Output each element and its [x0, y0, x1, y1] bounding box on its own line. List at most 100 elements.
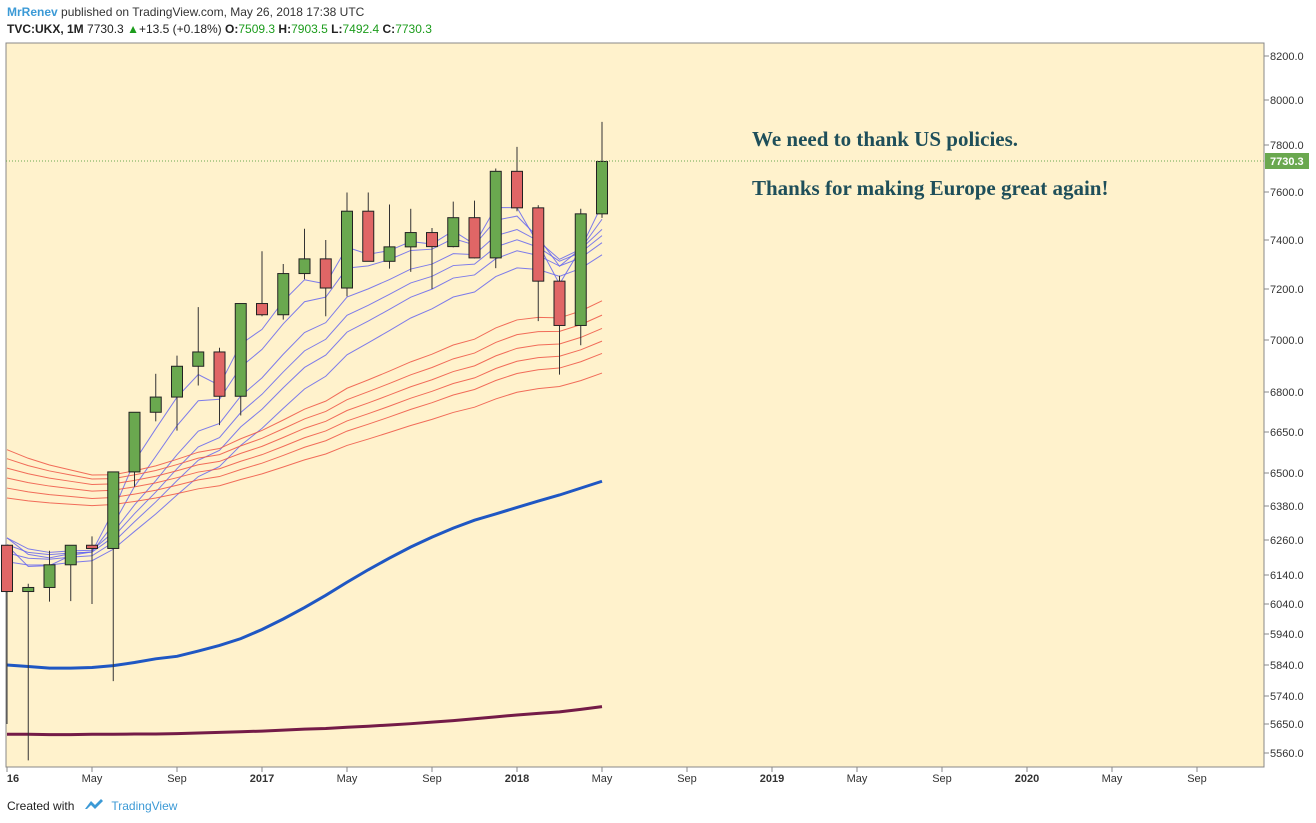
open-label: O: [225, 22, 239, 36]
last-price-tag [1265, 153, 1309, 169]
candle-body[interactable] [383, 246, 396, 262]
red-ma-line [6, 372, 603, 507]
high-label: H: [278, 22, 292, 36]
candle-body[interactable] [149, 396, 162, 413]
y-tick-label: 6650.0 [1270, 427, 1304, 439]
y-tick-label: 6380.0 [1270, 501, 1304, 513]
x-tick-label: 2019 [760, 773, 784, 785]
candle-body[interactable] [43, 564, 56, 588]
y-tick-label: 8200.0 [1270, 51, 1304, 63]
red-ma-line [6, 314, 603, 480]
candle-body[interactable] [362, 210, 375, 262]
candle-body[interactable] [404, 232, 417, 248]
y-tick-label: 8000.0 [1270, 95, 1304, 107]
candle-body[interactable] [574, 213, 587, 326]
y-tick-label: 5940.0 [1270, 629, 1304, 641]
candle-body[interactable] [553, 280, 566, 326]
up-arrow-icon: ▲ [127, 22, 139, 36]
candle-body[interactable] [171, 365, 183, 398]
candle-body[interactable] [107, 471, 120, 549]
last-price-tag-text: 7730.3 [1270, 156, 1304, 168]
tradingview-logo-icon [83, 797, 105, 814]
y-tick-label: 6040.0 [1270, 599, 1304, 611]
blue-ma-line [6, 254, 603, 566]
candle-body[interactable] [256, 303, 268, 316]
y-tick-label: 5740.0 [1270, 691, 1304, 703]
y-tick-label: 5840.0 [1270, 660, 1304, 672]
candle-body[interactable] [128, 411, 141, 473]
close-label: C: [382, 22, 396, 36]
candle-body[interactable] [596, 160, 608, 215]
footer: Created with TradingView [7, 797, 177, 814]
candle-body[interactable] [298, 258, 311, 275]
candle-body[interactable] [192, 351, 205, 367]
x-tick-label: Sep [677, 773, 697, 785]
candle-body[interactable] [532, 207, 545, 282]
blue-ma-line [6, 228, 603, 553]
red-ma-line [6, 353, 603, 500]
long-moving-averages [6, 479, 603, 737]
candle-body[interactable] [213, 351, 226, 397]
change-value: +13.5 (+0.18%) [138, 22, 222, 36]
x-tick-label: May [337, 773, 358, 785]
x-tick-label: Sep [167, 773, 187, 785]
blue-ma-line [6, 235, 603, 556]
candle-body[interactable] [22, 586, 35, 593]
y-tick-label: 7200.0 [1270, 284, 1304, 296]
open-value: 7509.3 [238, 22, 276, 36]
candle-body[interactable] [468, 217, 481, 259]
y-tick-label: 6800.0 [1270, 387, 1304, 399]
close-value: 7730.3 [395, 22, 432, 36]
red-ma-line [6, 327, 603, 486]
publish-info: MrRenev published on TradingView.com, Ma… [7, 5, 364, 19]
symbol-label: TVC:UKX, 1M [7, 22, 84, 36]
thick-ma-line [7, 705, 603, 737]
low-value: 7492.4 [342, 22, 380, 36]
time-axis: 16 May Sep 2017 May Sep 2018 May Sep 2019 May Sep 20… [6, 767, 1207, 785]
created-with-text: Created with [7, 798, 75, 813]
low-label: L: [331, 22, 343, 36]
y-tick-label: 7000.0 [1270, 335, 1304, 347]
tradingview-link[interactable]: TradingView [111, 798, 178, 813]
high-value: 7903.5 [291, 22, 328, 36]
annotation-line-2: Thanks for making Europe great again! [752, 176, 1108, 200]
y-tick-label: 6500.0 [1270, 468, 1304, 480]
y-tick-label: 7800.0 [1270, 140, 1304, 152]
y-tick-label: 5650.0 [1270, 719, 1304, 731]
author-link[interactable]: MrRenev [7, 5, 58, 19]
candle-body[interactable] [86, 544, 98, 549]
y-tick-label: 7600.0 [1270, 187, 1304, 199]
x-tick-label: Sep [422, 773, 442, 785]
candle-body[interactable] [234, 303, 247, 397]
last-price: 7730.3 [87, 22, 124, 36]
red-ma-line [6, 300, 603, 476]
candle-body[interactable] [277, 273, 290, 316]
annotation-line-1: We need to thank US policies. [752, 127, 1018, 151]
candles-group [1, 121, 608, 761]
x-tick-label: May [1102, 773, 1123, 785]
y-tick-label: 5560.0 [1270, 748, 1304, 760]
moving-average-ribbon [6, 204, 603, 567]
x-tick-label: May [592, 773, 613, 785]
y-tick-label: 7400.0 [1270, 235, 1304, 247]
candle-body[interactable] [341, 210, 353, 289]
x-tick-label: 16 [7, 773, 19, 785]
price-axis: 8200.0 8000.0 7800.0 7600.0 7400.0 7200.0 7000… [1264, 51, 1304, 760]
publish-text: published on TradingView.com, May 26, 20… [61, 5, 365, 19]
candle-body[interactable] [1, 544, 13, 593]
x-tick-label: May [82, 773, 103, 785]
candle-body[interactable] [447, 217, 460, 248]
x-tick-label: 2017 [250, 773, 274, 785]
candle-body[interactable] [426, 232, 438, 248]
candle-body[interactable] [319, 258, 332, 289]
thick-ma-line [6, 479, 603, 670]
blue-ma-line [6, 215, 603, 559]
x-tick-label: Sep [932, 773, 952, 785]
candle-body[interactable] [511, 170, 523, 209]
ohlc-legend: TVC:UKX, 1M 7730.3 ▲+13.5 (+0.18%) O:750… [7, 22, 432, 36]
red-ma-line [6, 340, 603, 492]
candle-body[interactable] [64, 544, 77, 566]
candle-body[interactable] [489, 170, 502, 259]
x-tick-label: 2018 [505, 773, 529, 785]
